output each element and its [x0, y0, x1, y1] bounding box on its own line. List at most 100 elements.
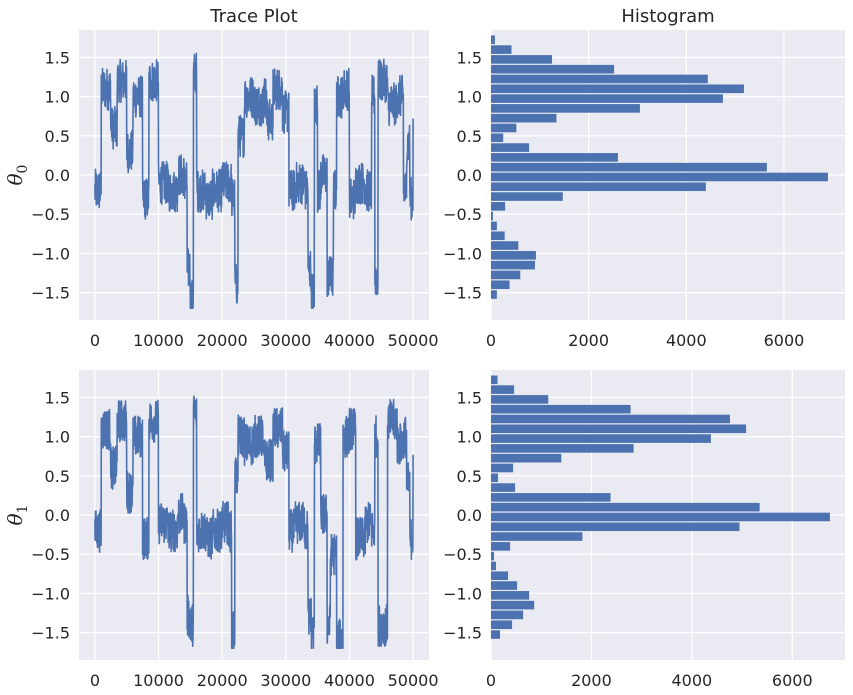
histogram-bar	[491, 290, 497, 299]
y-tick-label: −1.5	[443, 284, 482, 303]
histogram-bar	[491, 172, 828, 182]
y-tick-label: 0.0	[45, 166, 70, 185]
x-tick-label: 6000	[772, 671, 813, 690]
x-tick-label: 50000	[388, 331, 439, 350]
x-tick-label: 0	[90, 331, 100, 350]
histogram-bar	[491, 542, 511, 551]
histogram-bar	[491, 463, 514, 473]
y-tick-label: −1.5	[31, 624, 70, 643]
histogram-bar	[491, 434, 711, 443]
histogram-bar	[491, 532, 583, 541]
histogram-bar	[491, 600, 535, 610]
y-tick-label: 0.0	[457, 506, 482, 525]
histogram-bar	[491, 270, 521, 280]
histogram-bar	[491, 231, 505, 241]
histogram-bar	[491, 551, 495, 561]
y-tick-label: 1.5	[457, 388, 482, 407]
histogram-bar	[491, 153, 618, 162]
histogram-bar	[491, 182, 706, 192]
histogram-bar	[491, 280, 510, 290]
histogram-bar	[491, 162, 767, 172]
histogram-bar	[491, 522, 740, 532]
x-tick-label: 4000	[666, 331, 707, 350]
panel-0: 0 10000 20000 30000 40000 50000 −1.5 −1.0 −0.5 0.…	[3, 6, 439, 350]
histogram-bar	[491, 123, 517, 133]
trace-line	[94, 395, 414, 650]
x-tick-label: 6000	[764, 331, 805, 350]
x-tick-label: 30000	[260, 331, 311, 350]
y-tick-label: 1.0	[457, 428, 482, 447]
histogram-bar	[491, 133, 504, 143]
y-tick-label: 0.5	[457, 127, 482, 146]
histogram-bar	[491, 260, 535, 270]
histogram-bar	[491, 251, 536, 260]
histogram-bar	[491, 104, 640, 113]
histogram-bar	[491, 113, 557, 123]
panel-3: 0 2000 4000 6000 −1.5 −1.0 −0.5 0.0 0.5 1.0 1.5	[443, 370, 845, 690]
y-tick-label: 1.0	[457, 88, 482, 107]
histogram-bar	[491, 610, 524, 620]
x-tick-label: 4000	[671, 671, 712, 690]
x-tick-label: 0	[486, 331, 496, 350]
histogram-bar	[491, 192, 563, 201]
x-tick-label: 2000	[568, 331, 609, 350]
x-tick-label: 20000	[197, 331, 248, 350]
histogram-bar	[491, 404, 631, 414]
histogram-bar	[491, 385, 515, 394]
x-tick-label: 30000	[260, 671, 311, 690]
y-tick-label: −1.0	[443, 584, 482, 603]
histogram-bar	[491, 202, 506, 211]
histogram-bar	[491, 581, 518, 590]
histogram-bar	[491, 424, 747, 434]
histogram-bar	[491, 143, 530, 152]
y-tick-label: −0.5	[443, 205, 482, 224]
histogram-bar	[491, 241, 519, 250]
histogram-bar	[491, 64, 615, 74]
histogram-bar	[491, 414, 731, 424]
y-tick-label: 1.0	[45, 88, 70, 107]
histogram-bar	[491, 512, 830, 522]
y-tick-label: −1.0	[443, 244, 482, 263]
chart-title: Trace Plot	[209, 6, 297, 27]
x-tick-label: 2000	[571, 671, 612, 690]
histogram-bar	[491, 45, 512, 54]
histogram-bar	[491, 561, 497, 571]
histogram-bar	[491, 375, 498, 385]
histogram-bar	[491, 35, 495, 45]
histogram-bar	[491, 211, 493, 221]
trace-line	[94, 52, 414, 310]
panel-2: 0 10000 20000 30000 40000 50000 −1.5 −1.0 −0.5 0.…	[3, 370, 439, 690]
histogram-bar	[491, 55, 553, 64]
x-tick-label: 20000	[197, 671, 248, 690]
histogram-bar	[491, 74, 708, 84]
y-tick-label: 0.5	[45, 127, 70, 146]
histogram-bar	[491, 620, 513, 630]
histogram-bar	[491, 453, 562, 463]
histogram-bar	[491, 395, 549, 404]
x-tick-label: 40000	[324, 331, 375, 350]
histogram-bar	[491, 221, 497, 231]
x-tick-label: 40000	[324, 671, 375, 690]
y-tick-label: −1.0	[31, 584, 70, 603]
x-tick-label: 10000	[133, 331, 184, 350]
histogram-bar	[491, 630, 501, 639]
x-tick-label: 50000	[388, 671, 439, 690]
histogram-bar	[491, 502, 760, 512]
histogram-bar	[491, 571, 509, 581]
chart-title: Histogram	[621, 6, 714, 27]
y-tick-label: 1.5	[45, 388, 70, 407]
y-tick-label: 0.0	[45, 506, 70, 525]
histogram-bar	[491, 483, 516, 492]
histogram-bar	[491, 493, 611, 502]
histogram-bar	[491, 84, 744, 94]
panel-1: 0 2000 4000 6000 −1.5 −1.0 −0.5 0.0 0.5 1.0 1.5 His…	[443, 6, 845, 350]
y-tick-label: 0.5	[45, 467, 70, 486]
y-axis-label: θ1	[3, 505, 31, 526]
y-tick-label: −1.5	[31, 284, 70, 303]
y-tick-label: 1.5	[45, 48, 70, 67]
histogram-bar	[491, 591, 530, 600]
y-tick-label: 1.0	[45, 428, 70, 447]
y-tick-label: 0.5	[457, 467, 482, 486]
y-tick-label: −0.5	[31, 205, 70, 224]
